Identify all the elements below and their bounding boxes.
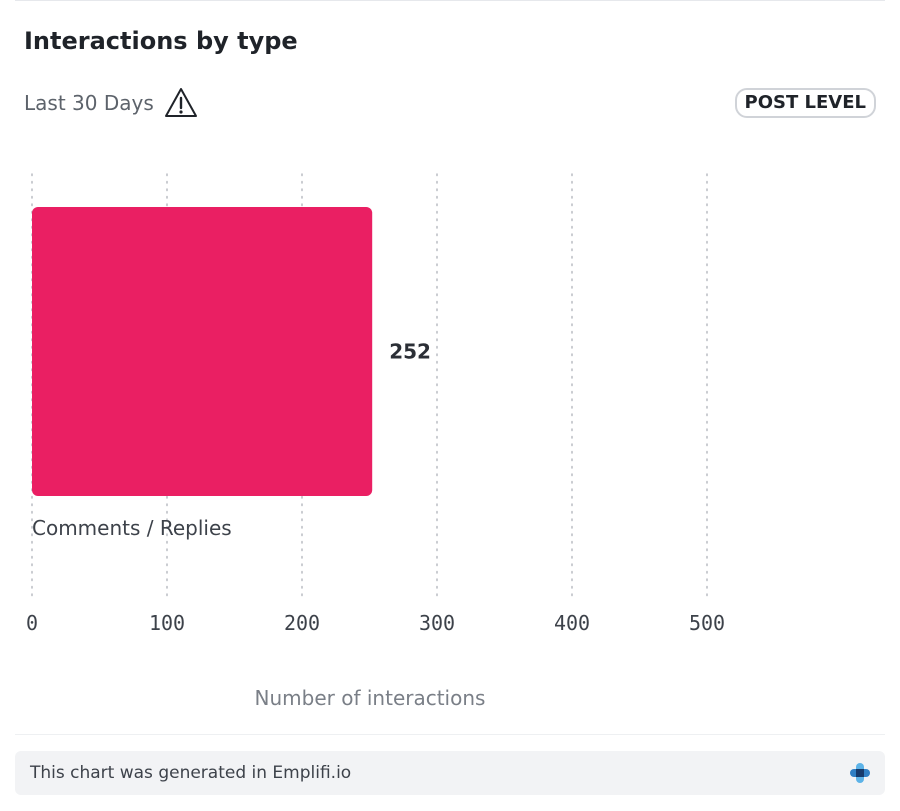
category-label: Comments / Replies bbox=[32, 516, 232, 540]
chart-title: Interactions by type bbox=[24, 27, 298, 55]
x-tick-label: 400 bbox=[554, 611, 590, 635]
date-range-row: Last 30 Days bbox=[24, 86, 198, 120]
bottom-divider bbox=[15, 734, 885, 735]
bar-chart: 0 100 200 300 400 500 252 Comments / Replies bbox=[26, 173, 725, 635]
post-level-badge: POST LEVEL bbox=[734, 88, 876, 118]
bar bbox=[32, 207, 373, 496]
bar-value-label: 252 bbox=[389, 340, 431, 364]
footer-text: This chart was generated in Emplifi.io bbox=[30, 763, 352, 783]
x-tick-label: 200 bbox=[284, 611, 320, 635]
footer-banner: This chart was generated in Emplifi.io bbox=[15, 751, 885, 795]
top-divider bbox=[15, 0, 885, 1]
x-tick-label: 300 bbox=[419, 611, 455, 635]
emplifi-logo-icon bbox=[849, 762, 871, 784]
x-axis-title: Number of interactions bbox=[254, 686, 486, 710]
x-tick-label: 100 bbox=[149, 611, 185, 635]
x-tick-label: 0 bbox=[26, 611, 38, 635]
warning-triangle-icon[interactable] bbox=[164, 86, 198, 120]
date-range-label: Last 30 Days bbox=[24, 91, 154, 115]
x-tick-label: 500 bbox=[689, 611, 725, 635]
